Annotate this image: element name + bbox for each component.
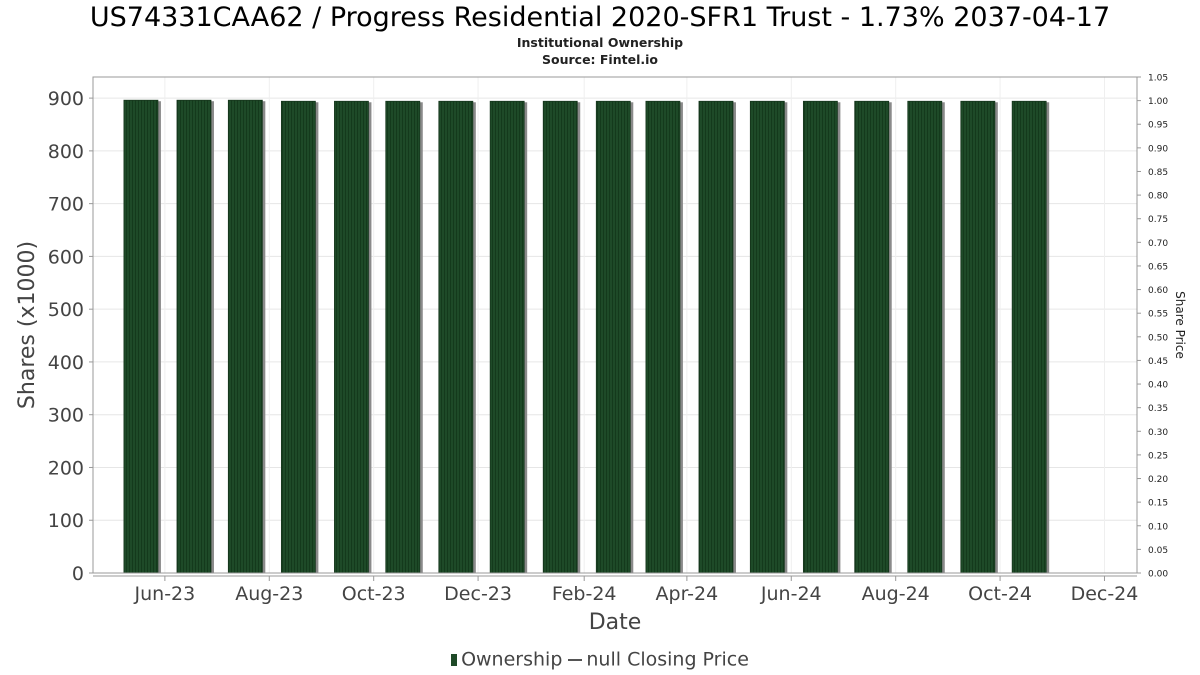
x-tick-label: Dec-23 (444, 583, 512, 605)
legend-price-label: null Closing Price (586, 648, 749, 671)
y2-tick-label: 0.85 (1148, 168, 1168, 178)
chart-title: US74331CAA62 / Progress Residential 2020… (89, 2, 1111, 33)
ownership-bar (595, 100, 631, 574)
y2-tick-label: 0.15 (1148, 499, 1168, 509)
x-tick-label: Oct-23 (342, 583, 406, 605)
ownership-bar (907, 100, 943, 574)
ownership-bar (176, 99, 212, 574)
ownership-bar (123, 99, 159, 574)
ownership-bar (698, 100, 734, 574)
y-tick-label: 900 (48, 88, 84, 110)
y2-tick-label: 0.50 (1148, 333, 1168, 343)
x-axis-label: Date (589, 610, 642, 635)
y2-tick-label: 0.60 (1148, 286, 1168, 296)
y-tick-label: 600 (48, 246, 84, 268)
y2-tick-label: 0.75 (1148, 215, 1168, 225)
legend-ownership-swatch (451, 653, 458, 666)
x-tick-label: Aug-23 (235, 583, 303, 605)
ownership-bar (438, 100, 474, 574)
x-tick-label: Dec-24 (1071, 583, 1139, 605)
y2-tick-label: 0.00 (1148, 570, 1168, 580)
y2-tick-label: 0.95 (1148, 121, 1168, 131)
legend-price-swatch (568, 658, 583, 661)
y-tick-label: 0 (72, 563, 84, 585)
ownership-bar (854, 100, 890, 574)
y2-tick-label: 0.90 (1148, 144, 1168, 154)
ownership-bar (334, 100, 369, 574)
y-axis-label: Shares (x1000) (15, 241, 40, 409)
y-tick-label: 500 (48, 299, 84, 321)
y2-tick-label: 0.20 (1148, 475, 1168, 485)
y-tick-label: 200 (48, 457, 84, 479)
ownership-bar (749, 100, 785, 574)
y2-tick-label: 0.65 (1148, 262, 1168, 272)
y2-tick-label: 0.80 (1148, 192, 1168, 202)
y2-tick-label: 0.25 (1148, 451, 1168, 461)
ownership-bar (1011, 100, 1047, 574)
ownership-bar (489, 100, 525, 574)
x-tick-label: Feb-24 (552, 583, 617, 605)
y2-tick-label: 1.05 (1148, 74, 1168, 84)
y2-tick-label: 0.30 (1148, 428, 1168, 438)
ownership-bar (960, 100, 996, 574)
y2-tick-label: 0.55 (1148, 310, 1168, 320)
axes: 0 100 200 300 400 500 600 700 800 900 0.00 0.05 0.10… (48, 74, 1169, 606)
chart-legend: Ownership null Closing Price (0, 648, 1200, 671)
ownership-bars (123, 99, 1050, 574)
ownership-bar (227, 99, 263, 574)
ownership-bar (542, 100, 578, 574)
ownership-bar (385, 100, 421, 574)
y2-tick-label: 0.70 (1148, 239, 1168, 249)
ownership-bar (802, 100, 838, 574)
y-tick-label: 100 (48, 510, 84, 532)
x-tick-label: Jun-23 (134, 583, 196, 605)
y-tick-label: 400 (48, 352, 84, 374)
y2-tick-label: 0.10 (1148, 522, 1168, 532)
y2-tick-label: 0.05 (1148, 546, 1168, 556)
chart-subtitle: Institutional Ownership (516, 35, 684, 50)
x-tick-label: Oct-24 (968, 583, 1032, 605)
y2-tick-label: 0.35 (1148, 404, 1168, 414)
y2-tick-label: 0.40 (1148, 381, 1168, 391)
y-tick-label: 700 (48, 194, 84, 216)
ownership-bar (280, 100, 316, 574)
y2-tick-label: 0.45 (1148, 357, 1168, 367)
x-tick-label: Aug-24 (862, 583, 930, 605)
legend-ownership-label: Ownership (461, 648, 563, 671)
y2-axis-label: Share Price (1173, 291, 1187, 359)
x-tick-label: Apr-24 (656, 583, 719, 605)
y-tick-label: 300 (48, 405, 84, 427)
ownership-bar (645, 100, 681, 574)
plot-frame (92, 76, 1138, 574)
x-tick-label: Jun-24 (760, 583, 822, 605)
y2-tick-label: 1.00 (1148, 97, 1168, 107)
y-tick-label: 800 (48, 141, 84, 163)
chart-source: Source: Fintel.io (542, 52, 658, 67)
